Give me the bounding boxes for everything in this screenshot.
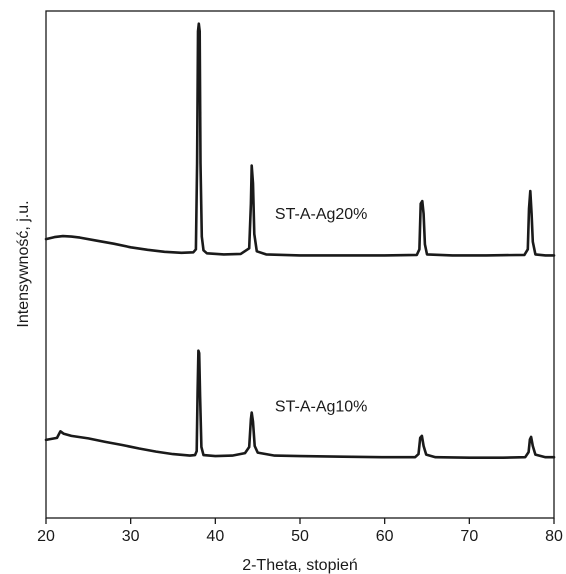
x-axis-ticks: [45, 518, 555, 524]
y-axis-title: Intensywność, j.u.: [15, 200, 32, 327]
x-axis-title: 2-Theta, stopień: [242, 557, 358, 574]
series-label-1: ST-A-Ag20%: [275, 206, 367, 223]
plot-frame: [45, 10, 555, 519]
x-tick-label: 20: [37, 528, 55, 545]
x-tick-label: 60: [376, 528, 394, 545]
series-line-1: [44, 22, 556, 257]
x-tick-label: 70: [460, 528, 478, 545]
series-line-2: [44, 349, 556, 459]
x-tick-label: 30: [122, 528, 140, 545]
x-tick-label: 50: [291, 528, 309, 545]
series-labels: ST-A-Ag20% ST-A-Ag10%: [275, 206, 367, 416]
x-tick-label: 40: [206, 528, 224, 545]
series-label-2: ST-A-Ag10%: [275, 399, 367, 416]
series-lines: [44, 22, 556, 459]
x-tick-label: 80: [545, 528, 563, 545]
x-axis-tick-labels: 20 30 40 50 60 70 80: [37, 528, 563, 545]
